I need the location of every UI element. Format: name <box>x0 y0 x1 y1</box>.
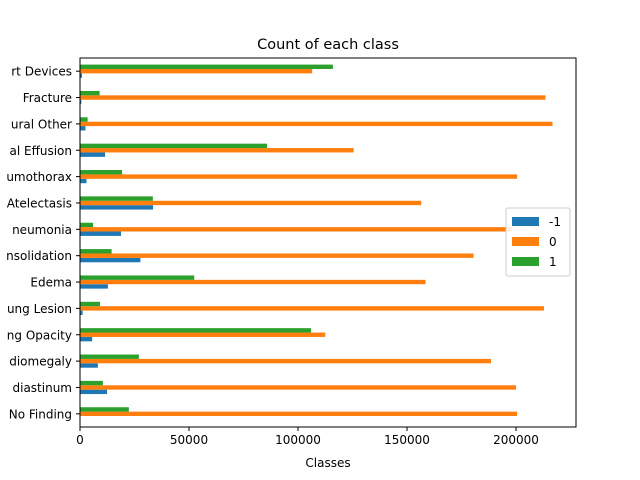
bars-group <box>80 64 553 417</box>
legend-swatch <box>512 257 539 266</box>
bar-consolidation-series-3 <box>80 249 112 254</box>
y-tick-label: nsolidation <box>6 249 72 263</box>
bar-support-devices-series-1 <box>80 73 82 78</box>
bar-pleural-effusion-series-3 <box>80 143 268 149</box>
y-tick-label: diomegaly <box>9 355 72 369</box>
bar-pleural-effusion-series-1 <box>80 152 106 157</box>
bar-cardiomegaly-series-2 <box>80 358 491 364</box>
legend-label: 0 <box>549 235 557 249</box>
bar-pleural-other-series-3 <box>80 117 88 122</box>
bar-enlarged-cardiomediastinum-series-3 <box>80 380 103 386</box>
bar-pneumothorax-series-3 <box>80 170 123 175</box>
y-tick-label: ung Lesion <box>7 302 72 316</box>
bar-edema-series-2 <box>80 279 426 285</box>
bar-cardiomegaly-series-1 <box>80 363 98 368</box>
bar-enlarged-cardiomediastinum-series-1 <box>80 389 108 395</box>
x-tick-label: 50000 <box>170 433 208 447</box>
bar-pneumonia-series-2 <box>80 227 512 232</box>
bar-no-finding-series-3 <box>80 407 129 412</box>
legend-label: 1 <box>549 255 557 269</box>
x-tick-label: 100000 <box>275 433 321 447</box>
y-axis-ticks: rt Devices Fracture ural Other al Effusion u… <box>6 65 80 421</box>
bar-edema-series-3 <box>80 275 195 280</box>
bar-pleural-effusion-series-2 <box>80 148 354 153</box>
y-tick-label: al Effusion <box>10 144 73 158</box>
x-axis-label: Classes <box>305 456 350 470</box>
bar-edema-series-1 <box>80 284 108 289</box>
y-tick-label: neumonia <box>12 223 72 237</box>
bar-fracture-series-2 <box>80 95 546 100</box>
bar-consolidation-series-1 <box>80 257 141 263</box>
y-tick-label: Atelectasis <box>7 196 72 210</box>
y-tick-label: rt Devices <box>11 65 72 79</box>
bar-atelectasis-series-3 <box>80 196 153 201</box>
bar-lung-lesion-series-1 <box>80 310 83 315</box>
bar-pneumothorax-series-2 <box>80 174 518 179</box>
x-tick-label: 0 <box>76 433 84 447</box>
x-tick-label: 150000 <box>384 433 430 447</box>
y-tick-label: umothorax <box>6 170 72 184</box>
legend-swatch <box>512 237 539 246</box>
legend-swatch <box>512 217 539 226</box>
chart-title: Count of each class <box>257 37 399 53</box>
bar-support-devices-series-2 <box>80 68 313 74</box>
legend-label: -1 <box>549 215 561 229</box>
bar-cardiomegaly-series-3 <box>80 354 139 359</box>
bar-fracture-series-1 <box>80 99 82 105</box>
y-tick-label: diastinum <box>13 381 73 395</box>
y-tick-label: Edema <box>30 276 72 290</box>
bar-pneumonia-series-3 <box>80 222 94 228</box>
legend: -1 0 1 <box>505 207 571 277</box>
bar-pleural-other-series-1 <box>80 126 86 131</box>
bar-enlarged-cardiomediastinum-series-2 <box>80 385 517 390</box>
x-tick-label: 200000 <box>493 433 539 447</box>
bar-no-finding-series-2 <box>80 411 518 417</box>
plot-area-frame <box>79 57 577 428</box>
bar-pleural-other-series-2 <box>80 121 553 127</box>
bar-fracture-series-3 <box>80 90 100 96</box>
bar-atelectasis-series-2 <box>80 200 422 206</box>
y-tick-label: ural Other <box>11 117 72 131</box>
y-tick-label: Fracture <box>23 91 72 105</box>
bar-lung-opacity-series-3 <box>80 328 312 333</box>
bar-atelectasis-series-1 <box>80 205 154 210</box>
x-axis-ticks: 0 50000 100000 150000 200000 <box>76 427 539 447</box>
bar-lung-lesion-series-3 <box>80 301 101 307</box>
bar-lung-opacity-series-1 <box>80 336 93 342</box>
bar-lung-opacity-series-2 <box>80 332 326 337</box>
y-tick-label: ng Opacity <box>7 328 72 342</box>
bar-lung-lesion-series-2 <box>80 306 544 311</box>
bar-support-devices-series-3 <box>80 64 333 69</box>
bar-consolidation-series-2 <box>80 253 474 258</box>
bar-pneumonia-series-1 <box>80 231 121 236</box>
bar-pneumothorax-series-1 <box>80 178 87 184</box>
y-tick-label: No Finding <box>9 407 72 421</box>
